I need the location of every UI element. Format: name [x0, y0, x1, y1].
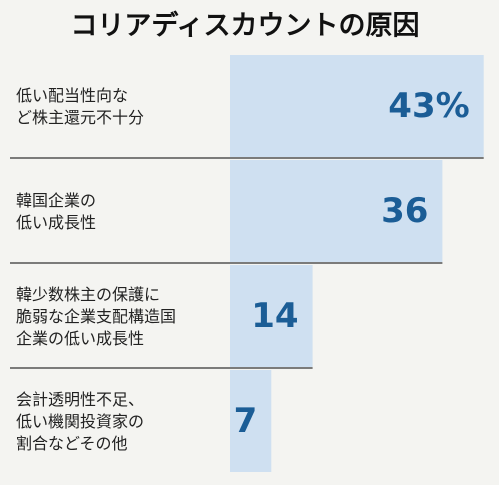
category-label: ど株主還元不十分	[16, 108, 144, 127]
category-label: 企業の低い成長性	[16, 329, 144, 348]
category-label: 脆弱な企業支配構造国	[16, 307, 176, 326]
category-label: 会計透明性不足、	[16, 390, 144, 409]
value-label: 43%	[388, 86, 469, 126]
category-label: 割合などその他	[16, 434, 128, 453]
bar	[230, 265, 313, 367]
bar	[230, 55, 484, 157]
chart-title: コリアディスカウントの原因	[70, 10, 419, 42]
bar	[230, 160, 443, 262]
category-label: 韓少数株主の保護に	[16, 285, 160, 304]
value-label: 7	[234, 401, 258, 441]
category-label: 低い配当性向な	[16, 86, 128, 105]
category-label: 低い成長性	[16, 213, 96, 232]
category-label: 韓国企業の	[16, 191, 96, 210]
value-label: 36	[381, 191, 428, 231]
value-label: 14	[251, 296, 298, 336]
category-label: 低い機関投資家の	[16, 412, 144, 431]
bar	[230, 370, 272, 472]
